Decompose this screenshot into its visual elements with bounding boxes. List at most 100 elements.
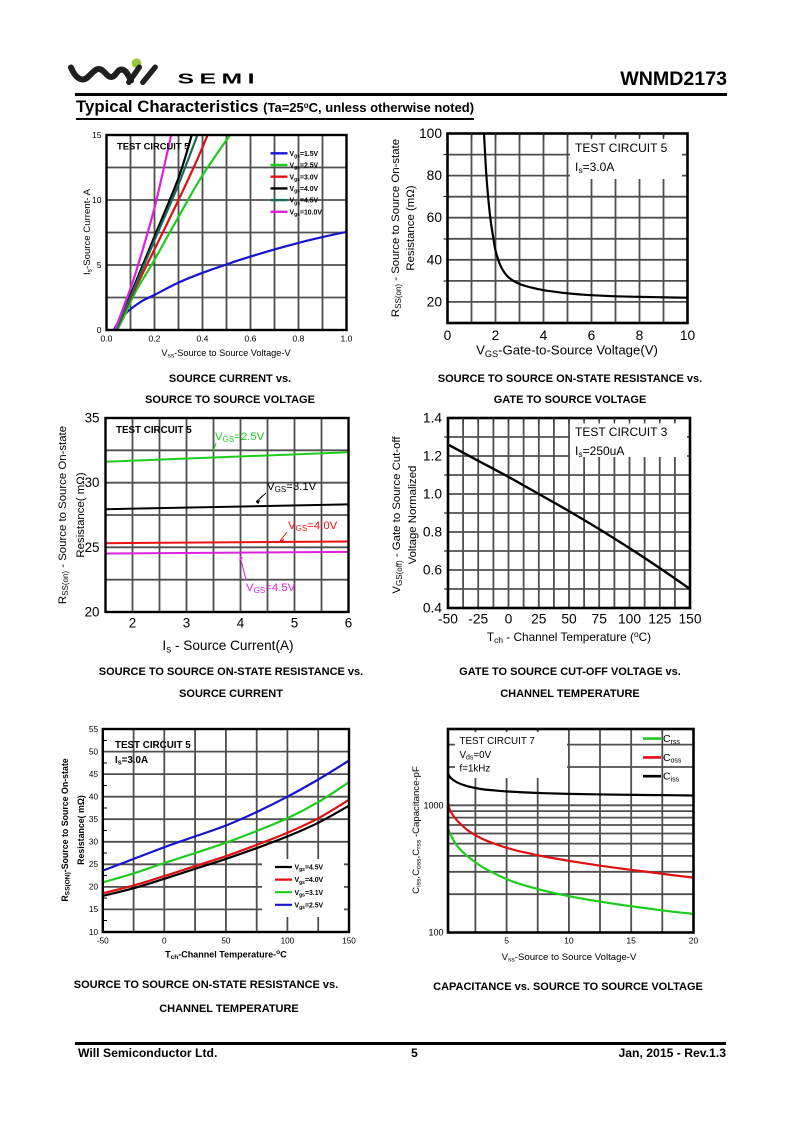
svg-text:Resistance( mΩ): Resistance( mΩ) [75,472,87,557]
svg-text:Vss-Source to Source Voltage-V: Vss-Source to Source Voltage-V [161,348,291,360]
svg-text:20: 20 [89,883,99,892]
svg-text:f=1kHz: f=1kHz [460,764,491,775]
svg-text:25: 25 [531,612,547,627]
svg-text:Resistance( mΩ): Resistance( mΩ) [76,795,86,865]
svg-text:4: 4 [237,616,245,631]
svg-text:10: 10 [89,928,99,937]
svg-text:Crss: Crss [663,734,680,746]
svg-text:100: 100 [419,126,442,141]
svg-text:25: 25 [85,540,100,555]
svg-text:Vgs=4.5V: Vgs=4.5V [290,198,319,207]
svg-text:55: 55 [89,725,99,734]
svg-text:Vss-Source to Source Voltage-V: Vss-Source to Source Voltage-V [502,952,637,964]
svg-text:4: 4 [540,328,548,343]
svg-text:VGS=4.0V: VGS=4.0V [288,520,338,533]
svg-text:80: 80 [427,168,443,183]
svg-text:VGS=4.5V: VGS=4.5V [246,582,296,595]
svg-text:RSS(ON)-Source to Source On-s: RSS(ON)-Source to Source On-state [60,758,72,901]
svg-text:1.4: 1.4 [423,411,443,426]
svg-text:0.2: 0.2 [149,334,161,344]
svg-text:0.8: 0.8 [423,525,443,540]
svg-text:Ciss,Coss,Crss -Capacitance-pF: Ciss,Coss,Crss -Capacitance-pF [411,766,423,894]
svg-text:40: 40 [427,252,443,267]
svg-text:VGS=2.5V: VGS=2.5V [215,431,265,444]
svg-text:35: 35 [89,815,99,824]
svg-text:50: 50 [89,747,99,756]
svg-text:Vgs=1.5V: Vgs=1.5V [290,151,319,160]
svg-text:20: 20 [427,294,443,309]
svg-text:Vgs=10.0V: Vgs=10.0V [290,209,323,218]
svg-text:10: 10 [680,328,696,343]
svg-text:Is=3.0A: Is=3.0A [575,160,614,175]
svg-text:Ciss: Ciss [663,772,680,784]
svg-text:50: 50 [561,612,577,627]
svg-text:Tch - Channel Temperature (oC): Tch - Channel Temperature (oC) [487,629,651,645]
svg-text:1.0: 1.0 [423,487,443,502]
svg-text:0: 0 [97,325,102,335]
svg-text:RSS(on) - Source to Source On-: RSS(on) - Source to Source On-state [390,139,403,317]
svg-text:0.4: 0.4 [423,601,443,616]
svg-text:125: 125 [648,612,671,627]
svg-text:TEST CIRCUIT 5: TEST CIRCUIT 5 [575,141,668,155]
svg-text:100: 100 [428,928,443,938]
svg-text:Is - Source Current(A): Is - Source Current(A) [162,638,293,655]
svg-text:30: 30 [89,838,99,847]
svg-text:1.0: 1.0 [341,334,353,344]
svg-text:RSS(on) - Source to Source On-: RSS(on) - Source to Source On-state [57,426,70,604]
svg-text:Tch-Channel Temperature-oC: Tch-Channel Temperature-oC [165,949,287,962]
svg-text:1000: 1000 [423,800,443,810]
svg-text:Is-Source Current- A: Is-Source Current- A [82,188,94,275]
svg-text:50: 50 [221,937,231,946]
svg-text:15: 15 [92,130,102,140]
svg-text:0: 0 [444,328,452,343]
svg-text:20: 20 [689,936,699,946]
svg-text:Is=3.0A: Is=3.0A [115,755,148,767]
svg-text:15: 15 [626,936,636,946]
svg-text:Vgs=2.5V: Vgs=2.5V [290,163,319,172]
svg-text:Vgs=4.0V: Vgs=4.0V [290,186,319,195]
svg-text:-25: -25 [468,612,488,627]
svg-text:TEST CIRCUIT 5: TEST CIRCUIT 5 [117,141,189,152]
svg-text:VGS=3.1V: VGS=3.1V [267,481,317,494]
svg-text:1.2: 1.2 [423,449,442,464]
svg-text:45: 45 [89,770,99,779]
svg-text:10: 10 [564,936,574,946]
svg-text:VGS(off) - Gate to Source Cut-: VGS(off) - Gate to Source Cut-off [391,436,404,594]
svg-text:0.4: 0.4 [197,334,209,344]
svg-text:25: 25 [89,860,99,869]
svg-text:60: 60 [427,210,443,225]
svg-text:30: 30 [85,475,100,490]
svg-text:0: 0 [505,612,513,627]
svg-text:75: 75 [592,612,608,627]
svg-text:0.6: 0.6 [245,334,257,344]
svg-text:8: 8 [636,328,644,343]
svg-text:5: 5 [504,936,509,946]
svg-text:Coss: Coss [663,753,682,765]
svg-text:Vgs=4.5V: Vgs=4.5V [295,865,324,874]
svg-text:100: 100 [618,612,641,627]
svg-text:40: 40 [89,793,99,802]
svg-text:0.8: 0.8 [293,334,305,344]
svg-text:Vgs=2.5V: Vgs=2.5V [295,902,324,911]
svg-text:0: 0 [162,937,167,946]
svg-text:0.6: 0.6 [423,563,443,578]
svg-text:0.0: 0.0 [101,334,113,344]
svg-text:SEMI: SEMI [178,72,261,88]
svg-text:15: 15 [89,905,99,914]
svg-text:TEST CIRCUIT 5: TEST CIRCUIT 5 [115,740,191,751]
svg-text:5: 5 [97,260,102,270]
svg-text:TEST CIRCUIT 5: TEST CIRCUIT 5 [116,425,192,436]
svg-text:150: 150 [342,937,356,946]
svg-text:150: 150 [678,612,701,627]
svg-text:Voltage Normalized: Voltage Normalized [407,466,419,565]
svg-text:VGS-Gate-to-Source Voltage(V): VGS-Gate-to-Source Voltage(V) [476,343,658,359]
svg-text:Vgs=3.0V: Vgs=3.0V [290,174,319,183]
svg-text:Vgs=3.1V: Vgs=3.1V [295,890,324,899]
svg-text:3: 3 [183,616,190,631]
svg-text:Resistance (mΩ): Resistance (mΩ) [405,185,417,270]
svg-text:TEST CIRCUIT 3: TEST CIRCUIT 3 [575,425,668,439]
svg-text:35: 35 [85,411,100,426]
svg-text:TEST CIRCUIT 7: TEST CIRCUIT 7 [460,736,535,747]
svg-text:-50: -50 [438,612,458,627]
svg-text:Vds=0V: Vds=0V [460,750,492,762]
